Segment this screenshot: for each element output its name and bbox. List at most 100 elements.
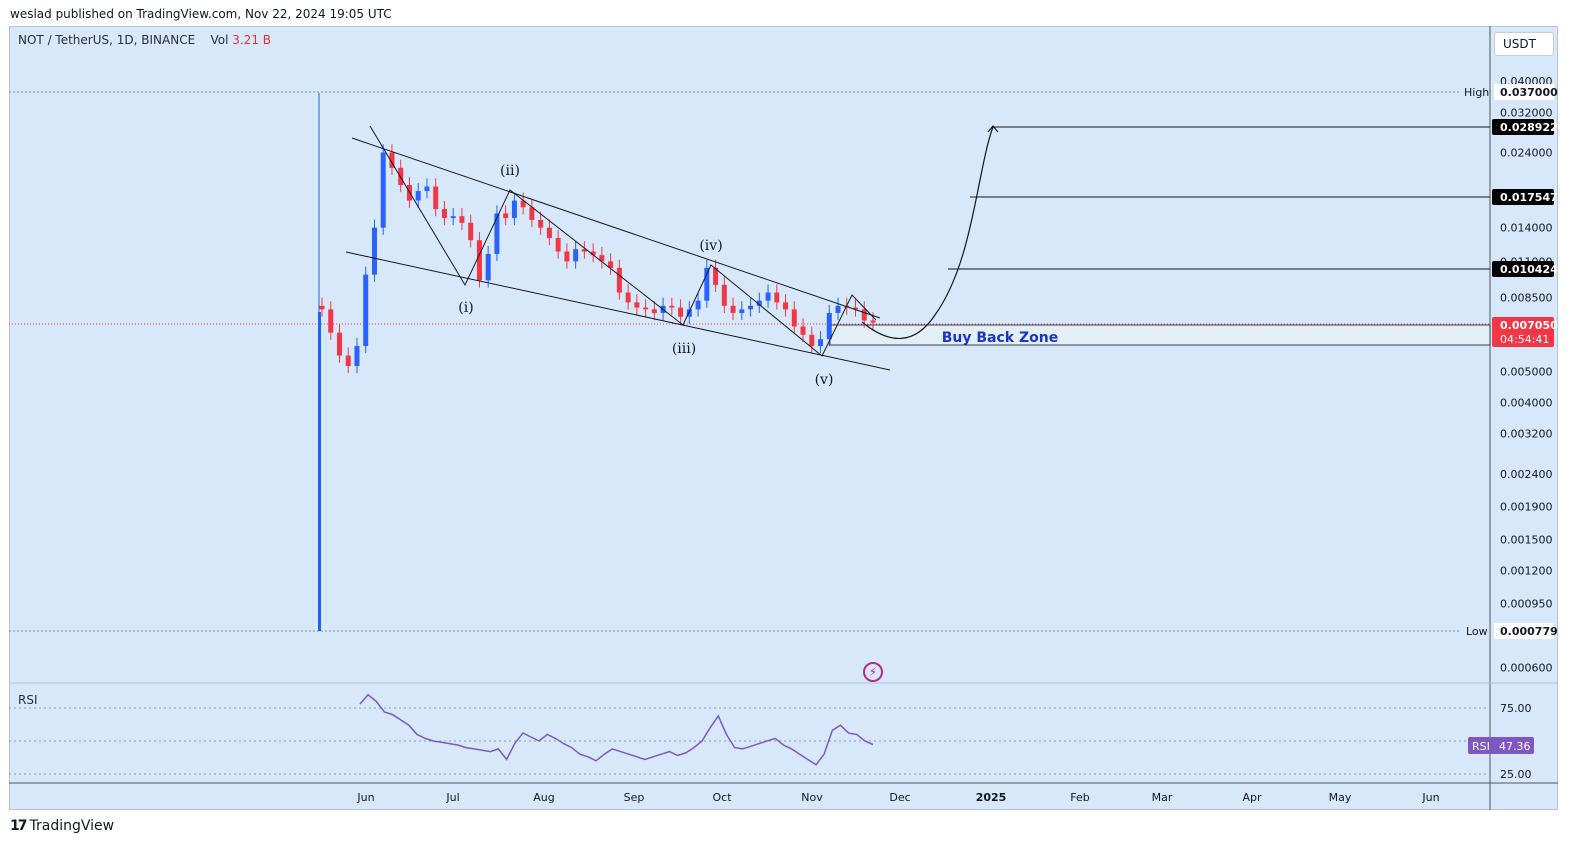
candle-body xyxy=(494,213,500,254)
y-tick-label: 0.005000 xyxy=(1500,365,1553,378)
chart-frame[interactable] xyxy=(9,26,1558,810)
price-tag-box xyxy=(1492,261,1554,277)
high-value: 0.037000 xyxy=(1500,86,1558,99)
candle-body xyxy=(485,253,491,281)
candle-body xyxy=(424,186,430,192)
axes-layer: 0.0400000.0320000.0240000.0140000.011000… xyxy=(9,26,1558,810)
candle-body xyxy=(415,191,421,201)
low-value-box xyxy=(1494,623,1554,639)
x-tick-label: Oct xyxy=(712,791,732,804)
price-tag-box xyxy=(1492,119,1554,135)
buy-back-zone-box xyxy=(829,324,1491,346)
wave-label: (v) xyxy=(815,372,834,388)
candle-body xyxy=(800,326,806,335)
candle-body xyxy=(870,320,876,323)
candle-body xyxy=(520,200,526,208)
candle-body xyxy=(319,305,325,310)
y-tick-label: 0.001900 xyxy=(1500,501,1553,514)
y-tick-label: 0.032000 xyxy=(1500,106,1553,119)
brand-name: TradingView xyxy=(29,818,115,834)
y-tick-label: 0.001500 xyxy=(1500,534,1553,547)
y-tick-label: 0.008500 xyxy=(1500,291,1553,304)
candle-body xyxy=(791,309,797,327)
candle-body xyxy=(651,309,657,313)
candle-body xyxy=(511,200,517,219)
listing-candle xyxy=(318,312,321,631)
candle-body xyxy=(756,300,762,306)
candle-body xyxy=(503,213,509,219)
candle-body xyxy=(678,307,684,317)
candle-body xyxy=(686,309,692,317)
low-label: Low xyxy=(1466,625,1488,638)
y-tick-label: 0.003200 xyxy=(1500,428,1553,441)
published-note: weslad published on TradingView.com, Nov… xyxy=(10,7,392,21)
candle-body xyxy=(398,167,404,186)
candle-body xyxy=(835,305,841,313)
low-value: 0.000779 xyxy=(1500,625,1558,638)
candle-body xyxy=(336,332,342,356)
high-label: High xyxy=(1464,86,1489,99)
price-tags-layer: 0.028922 0.017547 0.010424 0.00705004:54:41… xyxy=(1464,84,1558,639)
candle-body xyxy=(608,261,614,268)
candle-body xyxy=(538,219,544,228)
volume-value: 3.21 B xyxy=(232,33,271,47)
candle-body xyxy=(826,312,832,340)
y-tick-label: 0.002400 xyxy=(1500,468,1553,481)
currency-unit-button[interactable]: USDT xyxy=(1494,32,1554,56)
volume-label: Vol xyxy=(210,33,229,47)
candle-body xyxy=(765,292,771,301)
candle-body xyxy=(363,274,369,346)
wave-label: (i) xyxy=(458,300,473,316)
x-tick-label: Apr xyxy=(1242,791,1262,804)
x-tick-label: Feb xyxy=(1070,791,1089,804)
price-tag-label: 0.017547 xyxy=(1500,191,1558,204)
candle-body xyxy=(721,284,727,306)
candle-body xyxy=(555,238,561,252)
y-tick-label: 0.014000 xyxy=(1500,222,1553,235)
candle-body xyxy=(573,249,579,262)
lightning-icon[interactable]: ⚡ xyxy=(863,662,883,682)
candle-body xyxy=(389,152,395,168)
projection-curve xyxy=(861,126,994,339)
candle-body xyxy=(371,227,377,275)
candle-body xyxy=(809,334,815,346)
y-tick-label: 0.000600 xyxy=(1500,661,1553,674)
candle-body xyxy=(730,305,736,313)
candle-body xyxy=(581,249,587,252)
tradingview-logo: 17 TradingView xyxy=(10,818,114,834)
y-tick-label: 0.001200 xyxy=(1500,565,1553,578)
candle-body xyxy=(468,222,474,241)
y-tick-label: 0.024000 xyxy=(1500,146,1553,159)
candle-body xyxy=(345,355,351,366)
candle-body xyxy=(818,339,824,346)
high-value-box xyxy=(1494,84,1554,100)
wave-label: (ii) xyxy=(500,163,520,179)
candle-body xyxy=(354,345,360,366)
candle-body xyxy=(853,307,859,310)
candle-body xyxy=(459,216,465,223)
countdown-timer: 04:54:41 xyxy=(1500,333,1549,346)
candle-body xyxy=(450,216,456,219)
candle-body xyxy=(476,240,482,281)
buy-back-zone-layer: Buy Back Zone xyxy=(829,324,1491,346)
candle-body xyxy=(748,305,754,310)
rsi-tag-box xyxy=(1468,737,1534,754)
buy-back-zone-label: Buy Back Zone xyxy=(942,330,1058,346)
labels-layer: (i) (ii) (iii) (iv) (v) xyxy=(458,163,833,388)
x-tick-label: Dec xyxy=(889,791,910,804)
symbol-legend[interactable]: NOT / TetherUS, 1D, BINANCE Vol 3.21 B xyxy=(18,33,271,47)
candle-body xyxy=(433,186,439,210)
rsi-tick-label: 75.00 xyxy=(1500,702,1532,715)
x-tick-label: Aug xyxy=(533,791,554,804)
candle-body xyxy=(669,305,675,308)
logo-mark: 17 xyxy=(10,818,28,834)
x-tick-label: Jun xyxy=(1421,791,1439,804)
candle-body xyxy=(739,309,745,313)
y-tick-label: 0.004000 xyxy=(1500,397,1553,410)
last-price-tag-box xyxy=(1492,317,1554,347)
wave-zigzag xyxy=(369,125,877,357)
candle-body xyxy=(634,302,640,308)
arrow-head xyxy=(987,125,999,133)
candle-body xyxy=(625,292,631,303)
